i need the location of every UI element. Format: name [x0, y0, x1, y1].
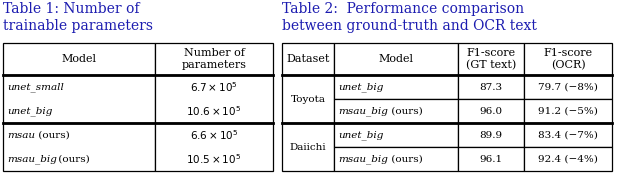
- Bar: [282, 43, 334, 75]
- Bar: [458, 147, 524, 171]
- Bar: [334, 147, 458, 171]
- Bar: [524, 147, 612, 171]
- Text: Model: Model: [378, 54, 413, 64]
- Bar: [524, 75, 612, 99]
- Bar: [3, 123, 155, 171]
- Bar: [458, 123, 524, 147]
- Bar: [524, 43, 612, 75]
- Text: 89.9: 89.9: [479, 130, 502, 139]
- Text: 83.4 (−7%): 83.4 (−7%): [538, 130, 598, 139]
- Text: 91.2 (−5%): 91.2 (−5%): [538, 107, 598, 115]
- Text: Number of
parameters: Number of parameters: [182, 48, 246, 70]
- Bar: [3, 75, 155, 123]
- Bar: [282, 75, 334, 123]
- Text: 92.4 (−4%): 92.4 (−4%): [538, 154, 598, 163]
- Text: msau_big: msau_big: [338, 106, 388, 116]
- Text: 96.1: 96.1: [479, 154, 502, 163]
- Text: $10.5 \times 10^5$: $10.5 \times 10^5$: [186, 152, 241, 166]
- Text: Table 2:  Performance comparison
between ground-truth and OCR text: Table 2: Performance comparison between …: [282, 2, 537, 33]
- Text: unet_big: unet_big: [7, 106, 52, 116]
- Text: $10.6 \times 10^5$: $10.6 \times 10^5$: [186, 104, 241, 118]
- Bar: [334, 99, 458, 123]
- Bar: [524, 99, 612, 123]
- Bar: [458, 75, 524, 99]
- Text: unet_big: unet_big: [338, 130, 383, 140]
- Bar: [334, 123, 458, 147]
- Bar: [524, 123, 612, 147]
- Text: 79.7 (−8%): 79.7 (−8%): [538, 83, 598, 91]
- Text: $6.6 \times 10^5$: $6.6 \times 10^5$: [190, 128, 238, 142]
- Text: unet_big: unet_big: [338, 82, 383, 92]
- Text: msau: msau: [7, 130, 35, 139]
- Bar: [458, 43, 524, 75]
- Text: F1-score
(OCR): F1-score (OCR): [543, 48, 593, 70]
- Bar: [458, 99, 524, 123]
- Text: Daiichi: Daiichi: [290, 142, 326, 151]
- Bar: [334, 75, 458, 99]
- Text: Toyota: Toyota: [291, 95, 326, 103]
- Bar: [155, 43, 273, 75]
- Text: 96.0: 96.0: [479, 107, 502, 115]
- Text: Model: Model: [61, 54, 97, 64]
- Text: msau_big: msau_big: [7, 154, 57, 164]
- Text: 87.3: 87.3: [479, 83, 502, 91]
- Bar: [3, 43, 155, 75]
- Text: F1-score
(GT text): F1-score (GT text): [466, 48, 516, 70]
- Text: $6.7 \times 10^5$: $6.7 \times 10^5$: [190, 80, 238, 94]
- Text: (ours): (ours): [55, 154, 90, 163]
- Bar: [334, 43, 458, 75]
- Text: (ours): (ours): [388, 154, 423, 163]
- Text: (ours): (ours): [35, 130, 70, 139]
- Bar: [155, 123, 273, 171]
- Text: msau_big: msau_big: [338, 154, 388, 164]
- Text: Dataset: Dataset: [286, 54, 330, 64]
- Text: (ours): (ours): [388, 107, 423, 115]
- Text: unet_small: unet_small: [7, 82, 64, 92]
- Bar: [155, 75, 273, 123]
- Text: Table 1: Number of
trainable parameters: Table 1: Number of trainable parameters: [3, 2, 153, 33]
- Bar: [282, 123, 334, 171]
